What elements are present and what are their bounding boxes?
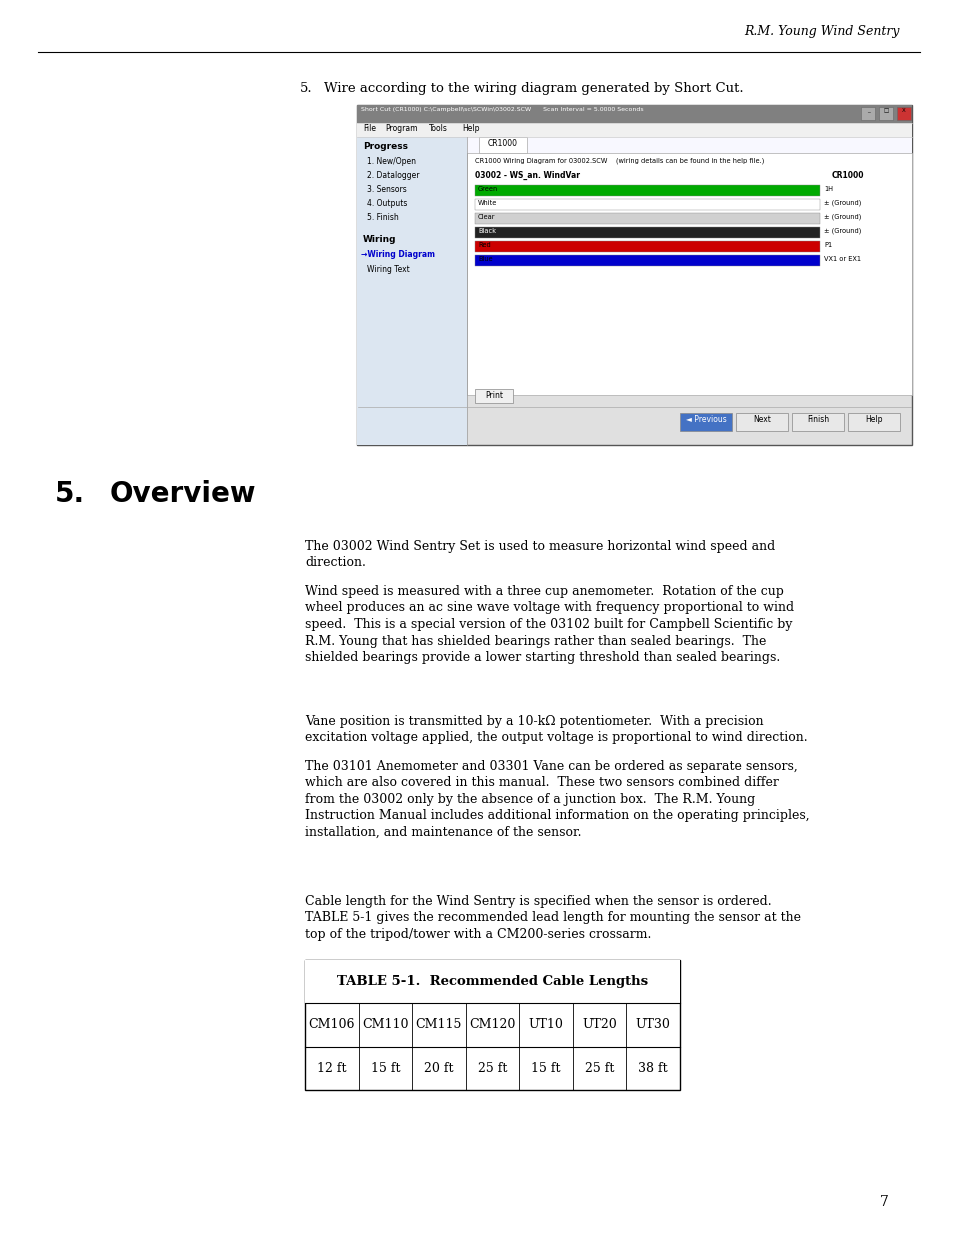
Bar [475,185,820,196]
Text: Finish: Finish [806,415,828,424]
Text: TABLE 5-1.  Recommended Cable Lengths: TABLE 5-1. Recommended Cable Lengths [336,974,647,988]
Text: Print: Print [484,391,502,400]
Text: CM110: CM110 [362,1018,408,1031]
Text: CM120: CM120 [469,1018,516,1031]
Text: UT30: UT30 [635,1018,670,1031]
Text: UT20: UT20 [581,1018,617,1031]
Text: 2. Datalogger: 2. Datalogger [367,170,419,180]
Text: 7: 7 [879,1195,888,1209]
Text: ◄ Previous: ◄ Previous [685,415,725,424]
Text: Overview: Overview [110,480,256,508]
Text: →Wiring Diagram: →Wiring Diagram [360,249,435,259]
Text: CR1000: CR1000 [831,170,863,180]
Text: Wire according to the wiring diagram generated by Short Cut.: Wire according to the wiring diagram gen… [324,82,742,95]
Bar [478,137,526,153]
Bar [305,960,679,1003]
Text: Help: Help [461,124,479,133]
Text: CR1000: CR1000 [488,140,517,148]
Text: Program: Program [385,124,417,133]
Text: File: File [363,124,375,133]
Text: Blue: Blue [477,256,492,262]
Text: 3. Sensors: 3. Sensors [367,185,406,194]
Text: 1H: 1H [823,186,832,191]
Text: CM115: CM115 [416,1018,461,1031]
Text: CM106: CM106 [308,1018,355,1031]
Text: 5. Finish: 5. Finish [367,212,398,222]
Text: VX1 or EX1: VX1 or EX1 [823,256,861,262]
Bar [356,105,911,445]
Bar [305,960,679,1091]
Text: The 03101 Anemometer and 03301 Vane can be ordered as separate sensors,
which ar: The 03101 Anemometer and 03301 Vane can … [305,760,809,839]
Text: Tools: Tools [429,124,447,133]
Bar [467,137,911,395]
Text: Red: Red [477,242,490,248]
Text: Clear: Clear [477,214,495,220]
Text: 4. Outputs: 4. Outputs [367,199,407,207]
Bar [735,412,787,431]
Bar [356,105,911,124]
Bar [475,241,820,252]
Text: White: White [477,200,497,206]
Bar [475,254,820,266]
Bar [896,107,910,120]
Bar [356,124,911,137]
Text: Short Cut (CR1000) C:\Campbell\sc\SCWin\03002.SCW      Scan Interval = 5.0000 Se: Short Cut (CR1000) C:\Campbell\sc\SCWin\… [360,107,643,112]
Text: 20 ft: 20 ft [424,1062,454,1074]
Text: 12 ft: 12 ft [316,1062,346,1074]
Text: 25 ft: 25 ft [477,1062,507,1074]
Text: Black: Black [477,228,496,233]
Text: 5.: 5. [55,480,85,508]
Text: Wiring Text: Wiring Text [367,266,410,274]
Text: 15 ft: 15 ft [370,1062,399,1074]
Text: Next: Next [752,415,770,424]
Bar [878,107,892,120]
Text: _: _ [865,107,868,112]
Text: P1: P1 [823,242,831,248]
Text: ± (Ground): ± (Ground) [823,228,861,235]
Text: Vane position is transmitted by a 10-kΩ potentiometer.  With a precision
excitat: Vane position is transmitted by a 10-kΩ … [305,715,807,745]
Text: ± (Ground): ± (Ground) [823,200,861,206]
Text: □: □ [882,107,887,112]
Text: UT10: UT10 [528,1018,563,1031]
Text: ± (Ground): ± (Ground) [823,214,861,221]
Text: Progress: Progress [363,142,408,151]
Bar [847,412,899,431]
Text: R.M. Young Wind Sentry: R.M. Young Wind Sentry [743,25,899,38]
Bar [356,137,467,445]
Text: Cable length for the Wind Sentry is specified when the sensor is ordered.
TABLE : Cable length for the Wind Sentry is spec… [305,895,801,941]
Text: 38 ft: 38 ft [638,1062,667,1074]
Text: The 03002 Wind Sentry Set is used to measure horizontal wind speed and
direction: The 03002 Wind Sentry Set is used to mea… [305,540,775,569]
Bar [475,199,820,210]
Text: Wiring: Wiring [363,235,396,245]
Text: 1. New/Open: 1. New/Open [367,157,416,165]
Bar [475,227,820,238]
Bar [679,412,731,431]
Text: 03002 - WS_an. WindVar: 03002 - WS_an. WindVar [475,170,579,180]
Bar [475,212,820,224]
Bar [791,412,843,431]
Bar [467,153,911,395]
Bar [475,389,513,403]
Text: Green: Green [477,186,497,191]
Text: 15 ft: 15 ft [531,1062,560,1074]
Text: 25 ft: 25 ft [584,1062,614,1074]
Text: CR1000 Wiring Diagram for 03002.SCW    (wiring details can be found in the help : CR1000 Wiring Diagram for 03002.SCW (wir… [475,158,763,164]
Text: Wind speed is measured with a three cup anemometer.  Rotation of the cup
wheel p: Wind speed is measured with a three cup … [305,585,793,664]
Text: Help: Help [864,415,882,424]
Text: 5.: 5. [299,82,313,95]
Text: X: X [902,107,905,112]
Bar [861,107,874,120]
